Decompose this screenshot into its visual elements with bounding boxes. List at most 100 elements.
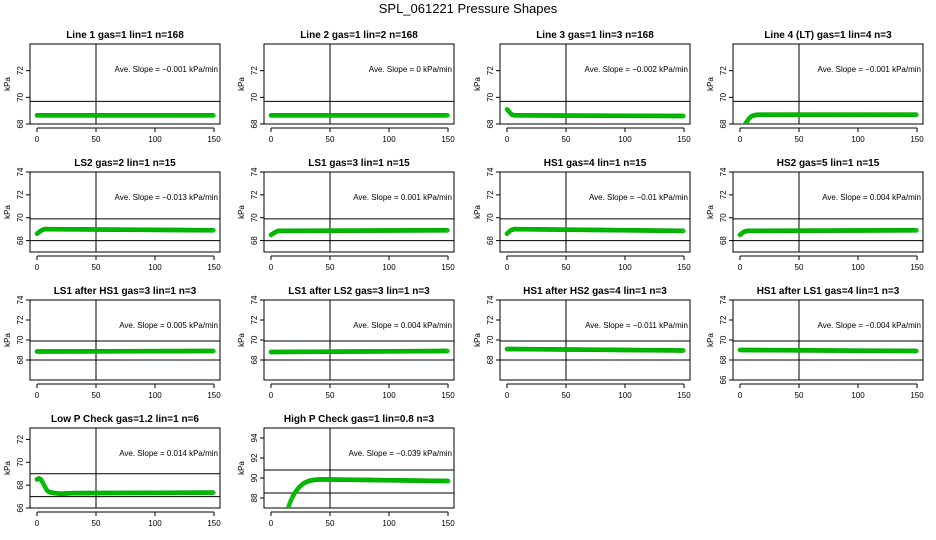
y-tick-label: 72 [16, 434, 25, 443]
x-tick-label: 50 [795, 135, 804, 144]
y-tick-label: 70 [16, 457, 25, 466]
chart-title: HS2 gas=5 lin=1 n=15 [777, 158, 880, 169]
reference-lines [733, 300, 923, 380]
y-tick-label: 68 [250, 236, 259, 245]
slope-annotation: Ave. Slope = 0 kPa/min [369, 65, 452, 74]
y-tick-label: 88 [250, 493, 259, 502]
reference-lines [30, 300, 220, 380]
y-tick-label: 68 [250, 119, 259, 128]
y-tick-label: 72 [486, 315, 495, 324]
y-axis-label: kPa [3, 205, 12, 219]
x-tick-label: 150 [910, 135, 924, 144]
slope-annotation: Ave. Slope = −0.004 kPa/min [818, 321, 921, 330]
y-tick-label: 92 [250, 453, 259, 462]
x-tick-label: 100 [148, 391, 162, 400]
y-tick-label: 74 [486, 167, 495, 176]
reference-lines [733, 44, 923, 124]
y-axis-label: kPa [473, 333, 482, 347]
chart-panel-10: LS1 after LS2 gas=3 lin=1 n=3 kPa 68 70 72 74… [237, 286, 455, 400]
chart-panel-3: Line 3 gas=1 lin=3 n=168 kPa 68 70 72 0 50 100 1… [473, 30, 691, 144]
y-tick-label: 72 [719, 315, 728, 324]
x-tick-label: 150 [677, 263, 691, 272]
x-tick-label: 150 [441, 391, 455, 400]
x-tick-label: 150 [207, 135, 221, 144]
x-tick-label: 150 [677, 135, 691, 144]
plot-frame [263, 427, 455, 509]
y-axis-label: kPa [3, 333, 12, 347]
y-axis-label: kPa [237, 77, 246, 91]
x-tick-label: 0 [738, 135, 743, 144]
x-tick-label: 150 [910, 263, 924, 272]
reference-lines [264, 172, 454, 252]
y-tick-label: 70 [16, 335, 25, 344]
x-tick-label: 50 [562, 135, 571, 144]
data-series [268, 348, 450, 355]
y-tick-label: 70 [486, 92, 495, 101]
y-tick-label: 72 [486, 190, 495, 199]
y-tick-label: 72 [250, 66, 259, 75]
data-point [913, 348, 919, 354]
x-tick-label: 0 [505, 391, 510, 400]
y-tick-label: 72 [16, 315, 25, 324]
chart-title: LS1 gas=3 lin=1 n=15 [308, 158, 410, 169]
x-tick-label: 0 [269, 135, 274, 144]
reference-lines [30, 172, 220, 252]
data-point [444, 348, 450, 354]
x-tick-label: 50 [92, 263, 101, 272]
y-tick-label: 68 [486, 236, 495, 245]
x-tick-label: 150 [207, 263, 221, 272]
x-tick-label: 0 [505, 135, 510, 144]
y-tick-label: 70 [250, 335, 259, 344]
y-axis-label: kPa [237, 333, 246, 347]
x-tick-label: 100 [148, 135, 162, 144]
data-point [444, 227, 450, 233]
y-tick-label: 74 [16, 167, 25, 176]
data-series [268, 112, 450, 118]
slope-annotation: Ave. Slope = −0.002 kPa/min [585, 65, 688, 74]
x-tick-label: 100 [382, 519, 396, 528]
plot-frame [499, 299, 691, 381]
y-tick-label: 72 [486, 66, 495, 75]
y-tick-label: 70 [486, 335, 495, 344]
x-tick-label: 100 [618, 135, 632, 144]
slope-annotation: Ave. Slope = −0.011 kPa/min [585, 321, 688, 330]
chart-title: LS1 after HS1 gas=3 lin=1 n=3 [54, 286, 197, 297]
plot-frame [499, 43, 691, 125]
reference-lines [733, 172, 923, 252]
x-tick-label: 50 [92, 391, 101, 400]
y-tick-label: 94 [250, 433, 259, 442]
y-tick-label: 72 [719, 66, 728, 75]
data-series [504, 226, 686, 237]
y-axis-label: kPa [473, 77, 482, 91]
x-tick-label: 50 [562, 263, 571, 272]
y-tick-label: 68 [16, 119, 25, 128]
plot-frame [732, 43, 924, 125]
plot-frame [499, 171, 691, 253]
x-tick-label: 100 [851, 135, 865, 144]
y-tick-label: 70 [16, 213, 25, 222]
chart-title: Line 2 gas=1 lin=2 n=168 [300, 30, 418, 41]
slope-annotation: Ave. Slope = 0.004 kPa/min [353, 321, 452, 330]
y-tick-label: 74 [250, 295, 259, 304]
chart-title: LS1 after LS2 gas=3 lin=1 n=3 [288, 286, 430, 297]
x-tick-label: 0 [269, 519, 274, 528]
y-axis-label: kPa [706, 77, 715, 91]
y-tick-label: 72 [719, 190, 728, 199]
reference-lines [500, 172, 690, 252]
chart-title: Line 4 (LT) gas=1 lin=4 n=3 [764, 30, 892, 41]
chart-panel-4: Line 4 (LT) gas=1 lin=4 n=3 kPa 68 70 72 0 50 1… [706, 30, 924, 144]
y-tick-label: 70 [486, 213, 495, 222]
chart-panel-7: HS1 gas=4 lin=1 n=15 kPa 68 70 72 74 0 50 100 150… [473, 158, 691, 272]
slope-annotation: Ave. Slope = 0.001 kPa/min [353, 193, 452, 202]
y-tick-label: 72 [16, 190, 25, 199]
x-tick-label: 150 [441, 135, 455, 144]
x-tick-label: 0 [505, 263, 510, 272]
x-tick-label: 50 [326, 391, 335, 400]
chart-panel-2: Line 2 gas=1 lin=2 n=168 kPa 68 70 72 0 50 100 1… [237, 30, 455, 144]
x-tick-label: 100 [851, 263, 865, 272]
x-tick-label: 100 [851, 391, 865, 400]
x-tick-label: 50 [326, 263, 335, 272]
chart-panel-12: HS1 after LS1 gas=4 lin=1 n=3 kPa 66 68 70 72… [706, 286, 924, 400]
data-point [444, 112, 450, 118]
y-tick-label: 74 [16, 295, 25, 304]
